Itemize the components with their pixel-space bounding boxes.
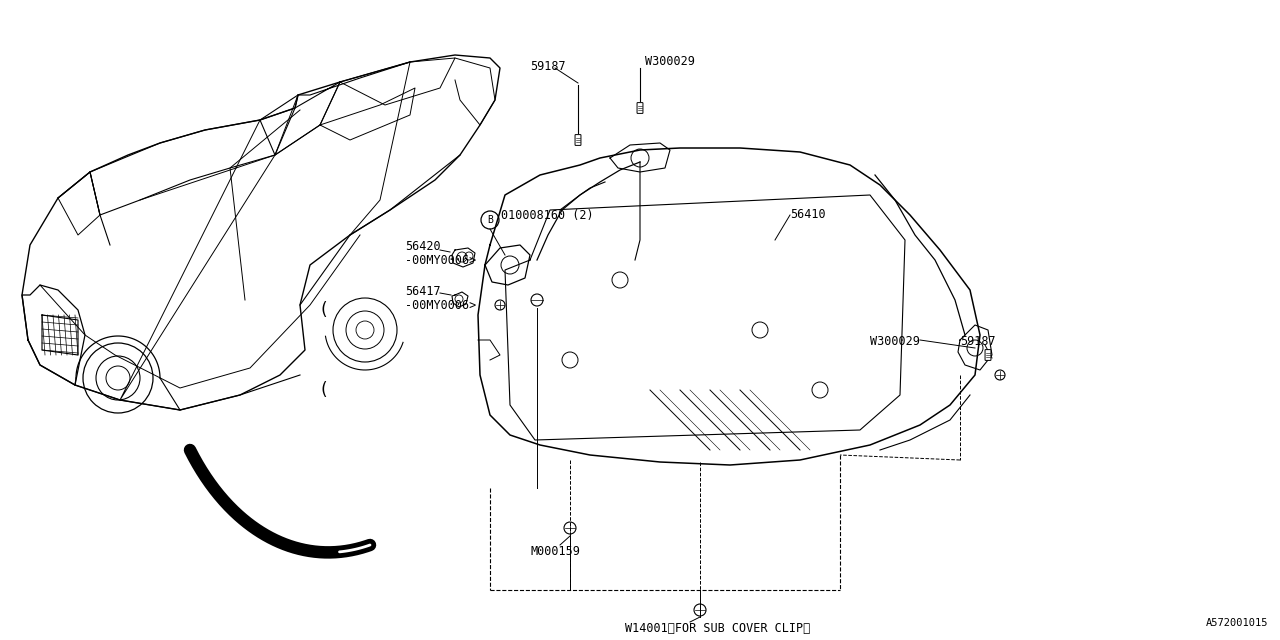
Text: W14001〈FOR SUB COVER CLIP〉: W14001〈FOR SUB COVER CLIP〉 [625,622,810,635]
Text: B: B [488,215,493,225]
Text: (: ( [317,301,328,319]
Text: 56420: 56420 [404,240,440,253]
FancyBboxPatch shape [986,349,991,360]
Text: 59187: 59187 [530,60,566,73]
Text: 010008160 (2): 010008160 (2) [500,209,594,221]
FancyBboxPatch shape [575,134,581,145]
Text: W300029: W300029 [870,335,920,348]
Text: (: ( [317,381,328,399]
Text: M000159: M000159 [530,545,580,558]
Text: W300029: W300029 [645,55,695,68]
Text: 59187: 59187 [960,335,996,348]
Text: 56410: 56410 [790,208,826,221]
Text: 56417: 56417 [404,285,440,298]
Text: A572001015: A572001015 [1206,618,1268,628]
Text: -00MY0006>: -00MY0006> [404,254,476,267]
Text: -00MY0006>: -00MY0006> [404,299,476,312]
FancyBboxPatch shape [637,102,643,113]
